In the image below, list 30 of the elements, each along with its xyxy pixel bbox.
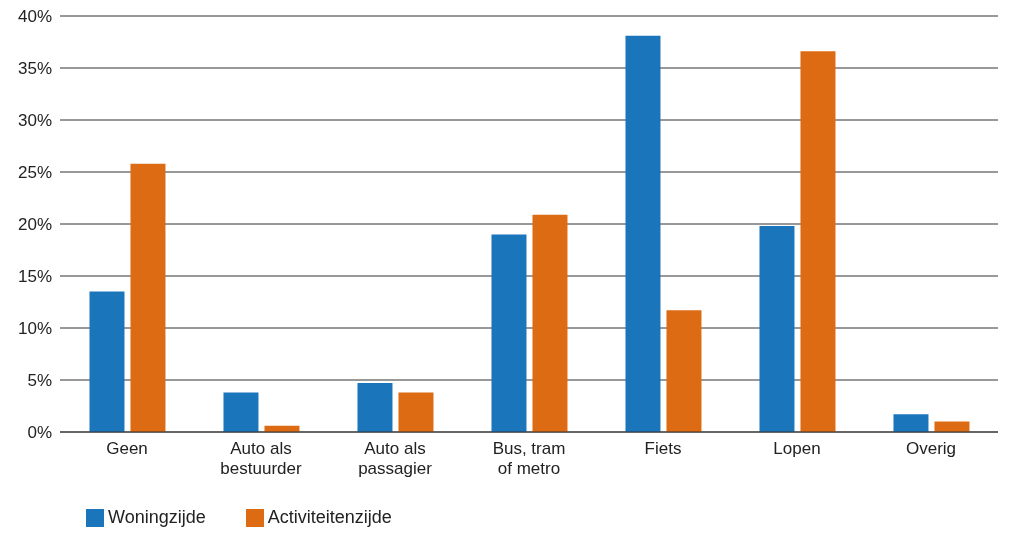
x-tick-label: Auto als bestuurder bbox=[220, 439, 302, 478]
y-tick-label: 25% bbox=[17, 163, 52, 183]
bar bbox=[625, 35, 661, 432]
bar bbox=[491, 234, 527, 432]
y-tick-label: 0% bbox=[27, 423, 52, 443]
y-tick-label: 10% bbox=[17, 319, 52, 339]
y-tick-label: 30% bbox=[17, 111, 52, 131]
bar bbox=[357, 383, 393, 432]
y-tick-label: 20% bbox=[17, 215, 52, 235]
x-tick-label: Overig bbox=[905, 439, 957, 458]
bar bbox=[223, 392, 259, 432]
bar bbox=[759, 226, 795, 432]
y-tick-label: 15% bbox=[17, 267, 52, 287]
y-tick-label: 35% bbox=[17, 59, 52, 79]
x-tick-label: Lopen bbox=[773, 439, 821, 458]
bar bbox=[666, 310, 702, 432]
x-tick-label: Bus, tram of metro bbox=[492, 439, 566, 478]
x-tick-label: Fiets bbox=[644, 439, 682, 458]
bar bbox=[89, 291, 125, 432]
bar bbox=[130, 163, 166, 432]
y-tick-label: 5% bbox=[27, 371, 52, 391]
legend-label: Woningzijde bbox=[108, 507, 206, 527]
bar bbox=[800, 51, 836, 432]
x-tick-label: Geen bbox=[106, 439, 148, 458]
bar bbox=[532, 214, 568, 432]
legend-label: Activiteitenzijde bbox=[267, 507, 392, 527]
bar bbox=[398, 392, 434, 432]
x-tick-label: Auto als passagier bbox=[358, 439, 433, 478]
y-tick-label: 40% bbox=[17, 7, 52, 27]
bar bbox=[893, 414, 929, 432]
